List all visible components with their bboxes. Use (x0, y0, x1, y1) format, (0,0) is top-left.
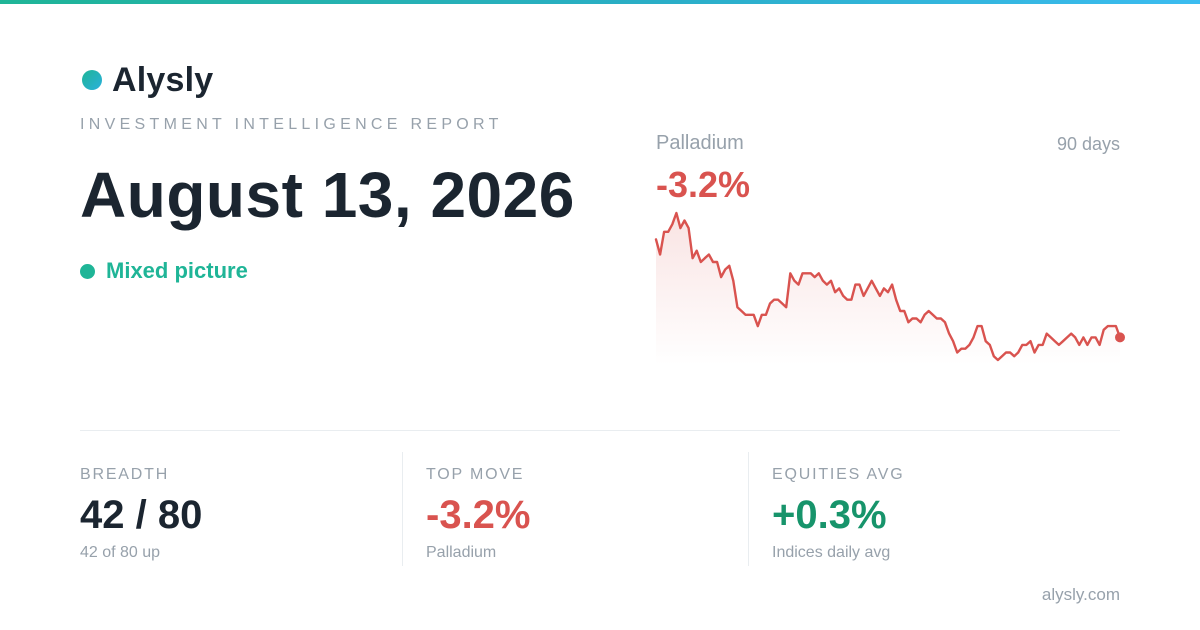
section-divider (80, 430, 1120, 431)
report-date: August 13, 2026 (80, 159, 575, 231)
stat-value: +0.3% (772, 493, 887, 537)
sparkline-chart (654, 211, 1125, 365)
stat-sub: 42 of 80 up (80, 544, 161, 561)
stat-value: 42 / 80 (80, 493, 203, 537)
sparkline-end-point (1115, 332, 1125, 343)
sparkline-line (654, 211, 1122, 362)
brand-dot-icon (82, 70, 102, 90)
stat-equities-avg: EQUITIES AVG +0.3% Indices daily avg (748, 452, 1121, 566)
stat-sub: Indices daily avg (772, 544, 891, 561)
stat-top-move: TOP MOVE -3.2% Palladium (402, 452, 725, 566)
chart-period: 90 days (1056, 134, 1120, 154)
stat-value: -3.2% (426, 493, 531, 537)
chart-asset-name: Palladium (656, 132, 744, 154)
chart-change-value: -3.2% (656, 164, 751, 205)
stat-label: TOP MOVE (426, 466, 525, 483)
stat-label: EQUITIES AVG (772, 466, 905, 483)
stat-label: BREADTH (80, 466, 170, 483)
sparkline-area (656, 213, 1120, 365)
report-kicker: INVESTMENT INTELLIGENCE REPORT (80, 116, 503, 133)
footer-url[interactable]: alysly.com (1041, 585, 1120, 604)
status-dot-icon (80, 263, 95, 279)
brand-name: Alysly (112, 61, 214, 99)
status-label: Mixed picture (106, 258, 248, 283)
brand-logo[interactable]: Alysly (82, 62, 213, 98)
stat-sub: Palladium (426, 544, 497, 561)
stat-breadth: BREADTH 42 / 80 42 of 80 up (80, 452, 402, 566)
market-status: Mixed picture (80, 258, 248, 284)
top-accent-bar (0, 0, 1200, 4)
